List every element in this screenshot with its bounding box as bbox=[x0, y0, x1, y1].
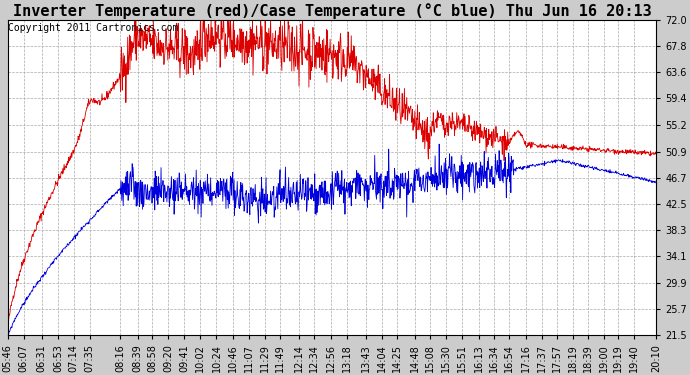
Text: Copyright 2011 Cartronics.com: Copyright 2011 Cartronics.com bbox=[8, 23, 179, 33]
Title: Inverter Temperature (red)/Case Temperature (°C blue) Thu Jun 16 20:13: Inverter Temperature (red)/Case Temperat… bbox=[12, 3, 651, 19]
